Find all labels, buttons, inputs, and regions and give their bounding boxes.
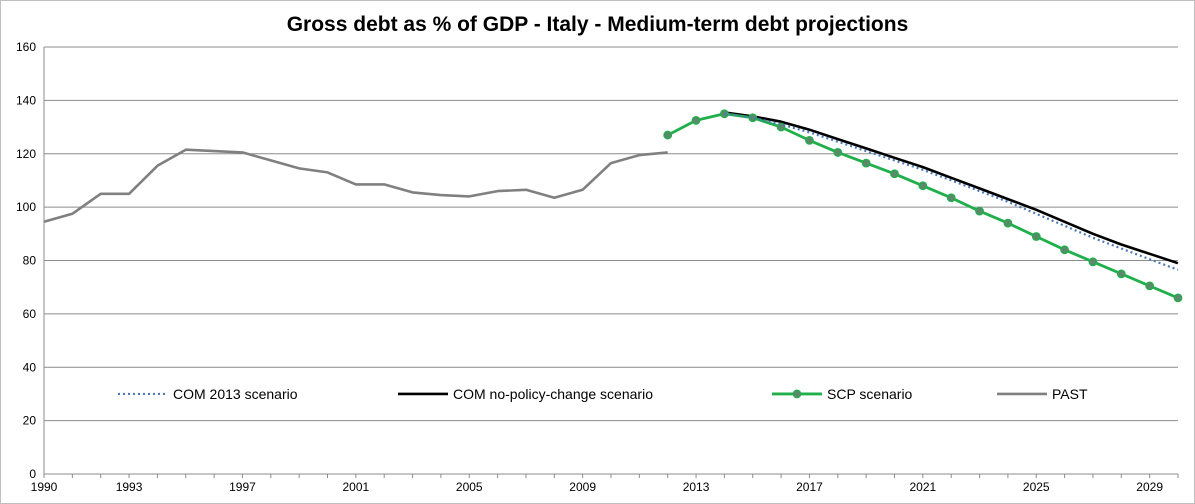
data-point [946,193,956,203]
y-tick-label: 20 [23,414,37,428]
chart-title: Gross debt as % of GDP - Italy - Medium-… [286,13,909,36]
data-point [1003,218,1013,228]
legend-label: COM no-policy-change scenario [453,386,653,402]
data-point [805,136,814,145]
y-tick-label: 160 [16,40,36,54]
x-tick-label: 2029 [1136,480,1163,494]
x-tick-label: 2021 [909,480,936,494]
legend-label: SCP scenario [827,386,913,402]
data-point [1031,232,1041,241]
data-point [975,206,984,216]
data-point [691,115,701,125]
x-tick-label: 2025 [1023,480,1050,494]
legend-marker [792,389,802,399]
y-tick-label: 40 [23,360,37,374]
x-tick-label: 1990 [31,480,58,494]
y-tick-label: 100 [16,200,36,214]
data-point [918,181,928,191]
data-point [1088,257,1098,267]
data-point [748,113,758,123]
data-point [833,148,843,157]
data-point [1116,269,1126,279]
y-tick-label: 0 [29,467,36,481]
data-point [890,169,899,179]
y-tick-label: 60 [23,307,37,321]
y-tick-label: 80 [23,254,37,268]
legend-label: COM 2013 scenario [173,386,298,402]
legend-label: PAST [1052,386,1088,402]
series-line-past [43,148,668,224]
data-point [1173,293,1183,303]
x-tick-label: 2013 [683,480,710,494]
x-tick-label: 2017 [796,480,823,494]
y-tick-label: 140 [16,93,36,107]
series-line-com-no-policy-change-scenario [724,111,1179,265]
x-tick-label: 2005 [456,480,483,494]
data-point [1060,245,1069,255]
x-tick-label: 2009 [569,480,596,494]
y-tick-label: 120 [16,147,36,161]
data-point [776,122,786,132]
data-point [861,158,871,168]
data-point [1145,281,1155,291]
series-line-com-2013-scenario [724,112,1179,271]
x-tick-label: 2001 [342,480,369,494]
x-tick-label: 1997 [229,480,256,494]
data-point [663,130,673,140]
series-line-scp-scenario [667,112,1179,300]
x-tick-label: 1993 [116,480,143,494]
